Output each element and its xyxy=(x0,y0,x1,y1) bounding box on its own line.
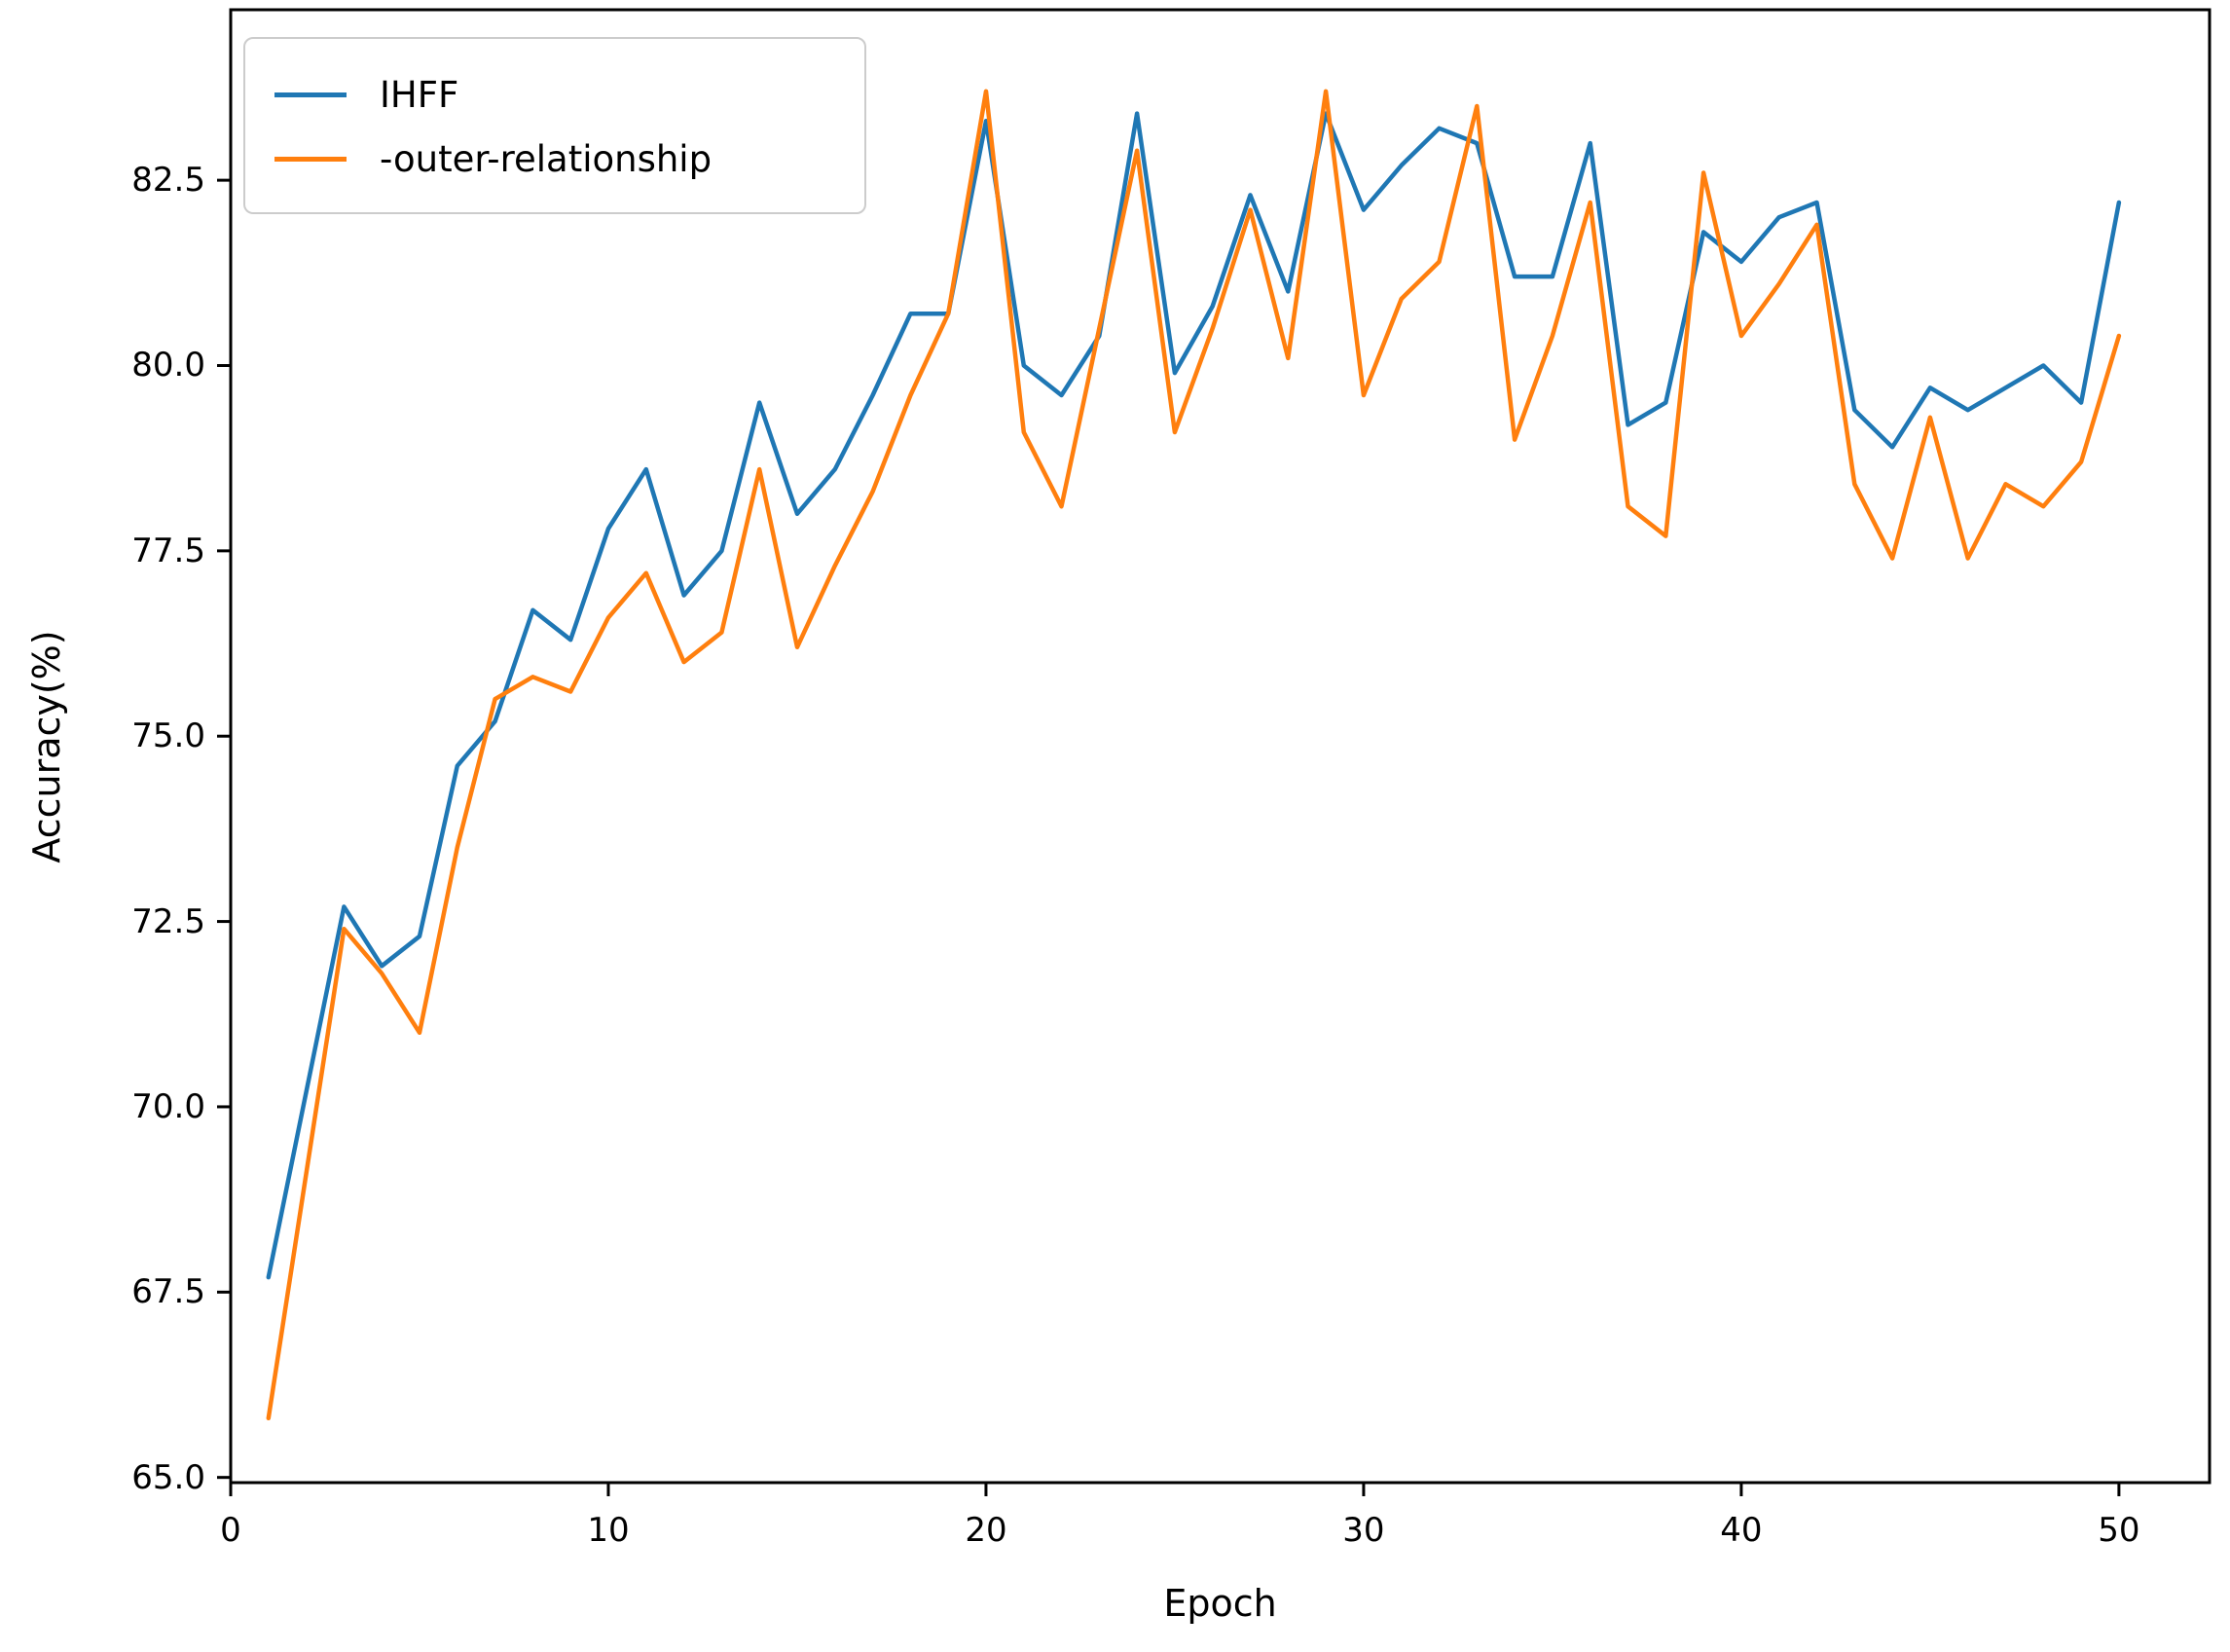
outer-relationship-line xyxy=(266,89,2122,1421)
x-tick-label: 50 xyxy=(2098,1511,2140,1550)
y-tick-label: 65.0 xyxy=(131,1457,205,1497)
y-tick-label: 70.0 xyxy=(131,1086,205,1126)
legend-label-outer-relationship: -outer-relationship xyxy=(380,137,713,180)
y-tick-label: 67.5 xyxy=(131,1272,205,1312)
x-tick-label: 30 xyxy=(1342,1511,1385,1550)
y-tick-label: 77.5 xyxy=(131,531,205,570)
y-axis-title: Accuracy(%) xyxy=(25,629,68,863)
ihff-line xyxy=(266,111,2122,1280)
y-tick-label: 80.0 xyxy=(131,346,205,385)
x-axis-title: Epoch xyxy=(1163,1582,1277,1625)
ihff-line-sample-icon xyxy=(274,92,347,97)
legend-label-ihff: IHFF xyxy=(380,73,459,116)
y-tick-label: 75.0 xyxy=(131,716,205,756)
legend-item-ihff: IHFF xyxy=(274,62,835,127)
y-tick-label: 82.5 xyxy=(131,161,205,201)
y-tick-label: 72.5 xyxy=(131,901,205,941)
legend: IHFF -outer-relationship xyxy=(243,37,866,214)
x-tick-label: 40 xyxy=(1720,1511,1763,1550)
outer-relationship-line-sample-icon xyxy=(274,156,347,162)
x-tick-label: 0 xyxy=(220,1511,241,1550)
axes-frame xyxy=(229,8,2212,1485)
x-tick-label: 20 xyxy=(965,1511,1007,1550)
x-tick-label: 10 xyxy=(587,1511,630,1550)
legend-item-outer-relationship: -outer-relationship xyxy=(274,127,835,191)
